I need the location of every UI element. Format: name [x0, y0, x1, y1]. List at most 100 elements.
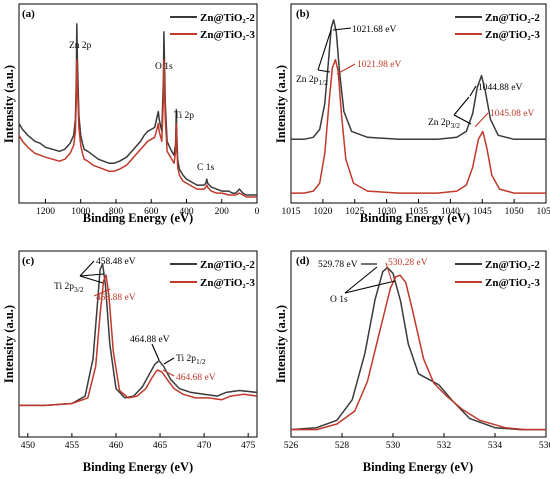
arrow-464-68 [162, 369, 175, 377]
annotation-1045-08: 1045.08 eV [490, 109, 534, 119]
series-line-1 [291, 19, 546, 141]
panel-c-xlabel: Binding Energy (eV) [83, 460, 193, 474]
series-line-2 [291, 274, 546, 431]
legend-label-series1: Zn@TiO₂-2 [200, 259, 255, 271]
panel-b-ylabel: Intensity (a.u.) [274, 65, 288, 143]
x-tick-label: 1050 [505, 207, 524, 217]
panel-b-arrows [317, 27, 489, 128]
arrow-1021-68-a [332, 27, 352, 31]
arrow-o1s-a [344, 266, 378, 294]
legend-label-series2: Zn@TiO₂-3 [200, 277, 255, 289]
x-tick-label: 532 [437, 441, 452, 451]
panel-a-ylabel: Intensity (a.u.) [2, 65, 16, 143]
legend-label-series2: Zn@TiO₂-3 [200, 29, 255, 41]
panel-c-legend: Zn@TiO₂-2 Zn@TiO₂-3 [170, 259, 255, 289]
x-tick-label: 1040 [441, 207, 460, 217]
series-line-1 [19, 263, 258, 407]
arrow-o1s-b [344, 280, 396, 294]
panel-d-legend: Zn@TiO₂-2 Zn@TiO₂-3 [455, 259, 540, 289]
panel-d-ylabel: Intensity (a.u.) [274, 305, 288, 383]
arrow-ti2p12 [163, 357, 175, 365]
x-tick-label: 800 [109, 207, 124, 217]
panel-a-xlabel: Binding Energy (eV) [83, 211, 193, 225]
annotation-ti2p12: Ti 2p1/2 [176, 354, 206, 366]
panel-a: (a) 1200 1000 800 600 400 200 0 Binding Energy… [2, 3, 260, 225]
annotation-ti2p32: Ti 2p3/2 [54, 282, 84, 294]
panel-b-legend: Zn@TiO₂-2 Zn@TiO₂-3 [455, 12, 540, 41]
panel-c-xticks: 450 455 460 465 470 475 [21, 433, 256, 451]
arrow-1021-98 [336, 63, 356, 75]
series-line-2 [19, 274, 258, 407]
legend-label-series1: Zn@TiO₂-2 [200, 12, 255, 24]
legend-label-series2: Zn@TiO₂-3 [485, 29, 540, 41]
x-tick-label: 1200 [36, 207, 55, 217]
annotation-458-48: 458.48 eV [96, 257, 136, 267]
arrow-1045-08 [474, 112, 489, 128]
x-tick-label: 1020 [313, 207, 332, 217]
x-tick-label: 1025 [345, 207, 364, 217]
panel-d-xlabel: Binding Energy (eV) [363, 460, 473, 474]
annotation-1021-68: 1021.68 eV [352, 25, 396, 35]
x-tick-label: 1030 [377, 207, 396, 217]
arrow-zn2p32-up2 [453, 114, 472, 125]
panel-d: (d) 526 528 530 532 534 536 Binding Energy (e… [274, 250, 550, 474]
series-line-2 [291, 58, 546, 194]
annotation-458-88: 458.88 eV [96, 293, 136, 303]
annotation-o1s: O 1s [330, 295, 348, 305]
x-tick-label: 460 [109, 441, 124, 451]
annotation-1021-98: 1021.98 eV [357, 60, 401, 70]
annotation-1044-88: 1044.88 eV [478, 83, 522, 93]
panel-c-frame [18, 250, 258, 438]
legend-label-series1: Zn@TiO₂-2 [485, 12, 540, 24]
arrow-464-88 [151, 343, 160, 361]
panel-d-label: (d) [296, 255, 310, 267]
arrow-1044-88-a [469, 85, 477, 97]
panel-a-xticks: 1200 1000 800 600 400 200 0 [36, 199, 260, 217]
x-tick-label: 450 [21, 441, 36, 451]
annotation-c1s: C 1s [197, 163, 214, 173]
panel-d-plot [290, 266, 546, 431]
panel-a-plot [18, 23, 257, 198]
panel-c-label: (c) [22, 255, 35, 267]
arrow-zn2p32-up1 [453, 96, 470, 116]
x-tick-label: 1045 [473, 207, 492, 217]
panel-c-plot [19, 263, 258, 407]
x-tick-label: 536 [539, 441, 550, 451]
x-tick-label: 455 [65, 441, 80, 451]
legend-label-series1: Zn@TiO₂-2 [485, 259, 540, 271]
arrow-530-28 [385, 262, 393, 283]
arrow-zn2p12-up2 [317, 69, 331, 73]
panel-a-label: (a) [22, 8, 35, 20]
x-tick-label: 1015 [282, 207, 301, 217]
annotation-zn2p12: Zn 2p1/2 [296, 75, 328, 87]
panel-d-xticks: 526 528 530 532 534 536 [284, 433, 550, 451]
x-tick-label: 1000 [71, 207, 90, 217]
annotation-zn2p12-text: Zn 2p1/2 [296, 75, 328, 87]
series-line-1 [290, 266, 546, 431]
panel-c-ylabel: Intensity (a.u.) [2, 305, 16, 383]
annotation-o1s: O 1s [155, 62, 173, 72]
panel-b-plot [291, 19, 546, 194]
panel-b-xticks: 1015 1020 1025 1030 1035 1040 1045 1050 1055 [282, 199, 550, 217]
x-tick-label: 534 [488, 441, 503, 451]
x-tick-label: 528 [335, 441, 350, 451]
arrow-ti2p32-a [79, 275, 104, 284]
panel-a-legend: Zn@TiO₂-2 Zn@TiO₂-3 [170, 12, 255, 41]
annotation-530-28: 530.28 eV [388, 258, 428, 268]
arrow-458-88 [93, 288, 111, 297]
x-tick-label: 1055 [537, 207, 550, 217]
x-tick-label: 1035 [409, 207, 428, 217]
annotation-ti2p: Ti 2p [174, 111, 194, 121]
panel-b-xlabel: Binding Energy (eV) [360, 211, 470, 225]
x-tick-label: 400 [179, 207, 194, 217]
panel-b-label: (b) [296, 8, 310, 20]
annotation-464-88: 464.88 eV [130, 335, 170, 345]
panel-c-arrows [79, 260, 175, 377]
x-tick-label: 200 [215, 207, 230, 217]
panel-c: (c) 450 455 460 465 470 475 Binding Energy (e… [2, 250, 258, 474]
annotation-529-78: 529.78 eV [318, 260, 358, 270]
panel-b: (b) 1015 1020 1025 1030 1035 1040 1045 1050 1055… [274, 3, 550, 225]
series-line-2 [18, 58, 257, 198]
legend-label-series2: Zn@TiO₂-3 [485, 277, 540, 289]
